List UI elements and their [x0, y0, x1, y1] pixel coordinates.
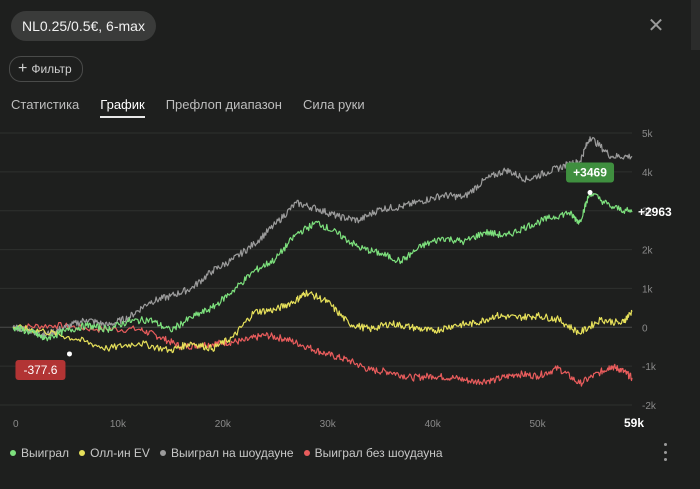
series-line	[12, 191, 633, 342]
winnings-chart[interactable]: 5k 4k 3k 2k 1k 0 -1k -2k 0 10k 20k 30k 40k 50k 59k +346…	[0, 120, 700, 438]
legend-dot-icon	[79, 450, 86, 456]
series-line	[12, 136, 633, 339]
y-tick-label: 1k	[642, 284, 654, 295]
legend-item-won[interactable]: Выиграл	[10, 446, 69, 460]
y-tick-label: 2k	[642, 246, 654, 257]
series-line	[13, 322, 633, 387]
x-end-label: 59k	[624, 416, 644, 430]
peak-marker	[587, 189, 593, 195]
y-tick-label: -2k	[642, 401, 657, 412]
legend-dot-icon	[159, 450, 166, 456]
filter-label: Фильтр	[31, 62, 72, 76]
x-tick-label: 10k	[110, 419, 127, 430]
legend-dot-icon	[303, 450, 310, 456]
legend-item-non-showdown[interactable]: Выиграл без шоудауна	[303, 446, 443, 460]
legend-item-allin-ev[interactable]: Олл-ин EV	[79, 446, 150, 460]
y-tick-label: 4k	[642, 168, 654, 179]
close-icon[interactable]: ✕	[647, 14, 665, 37]
y-tick-label: 3k	[642, 207, 654, 218]
tab-graph[interactable]: График	[100, 97, 145, 118]
x-tick-label: 30k	[320, 419, 337, 430]
min-marker	[66, 351, 72, 357]
legend-label: Олл-ин EV	[90, 446, 150, 460]
tab-statistics[interactable]: Статистика	[11, 97, 80, 112]
x-tick-label: 50k	[530, 419, 547, 430]
peak-badge	[566, 162, 615, 183]
filter-button[interactable]: + Фильтр	[9, 56, 83, 82]
table-filter-pill[interactable]: NL0.25/0.5€, 6-max	[11, 11, 156, 41]
min-badge	[15, 359, 66, 380]
peak-badge-label: +3469	[573, 165, 607, 179]
chart-legend: Выиграл Олл-ин EV Выиграл на шоудауне Вы…	[10, 446, 453, 460]
x-tick-label: 40k	[425, 419, 442, 430]
tab-preflop-range[interactable]: Префлоп диапазон	[165, 97, 282, 112]
end-value-label: +2963	[638, 205, 672, 219]
legend-item-showdown[interactable]: Выиграл на шоудауне	[159, 446, 294, 460]
window-edge	[691, 0, 700, 50]
y-tick-label: -1k	[642, 362, 657, 373]
plus-icon: +	[18, 60, 28, 77]
legend-dot-icon	[10, 450, 16, 456]
series-line	[12, 289, 633, 354]
legend-label: Выиграл	[21, 446, 70, 460]
y-tick-label: 5k	[642, 129, 654, 140]
x-tick-label: 0	[13, 419, 19, 430]
y-tick-label: 0	[642, 323, 648, 334]
legend-label: Выиграл без шоудауна	[314, 446, 443, 460]
table-title: NL0.25/0.5€, 6-max	[22, 18, 145, 34]
more-vertical-icon[interactable]	[659, 443, 671, 461]
x-tick-label: 20k	[215, 419, 232, 430]
tab-bar: Статистика График Префлоп диапазон Сила …	[11, 97, 386, 118]
min-badge-label: -377.6	[23, 363, 57, 377]
legend-label: Выиграл на шоудауне	[170, 446, 294, 460]
tab-hand-strength[interactable]: Сила руки	[302, 97, 365, 112]
